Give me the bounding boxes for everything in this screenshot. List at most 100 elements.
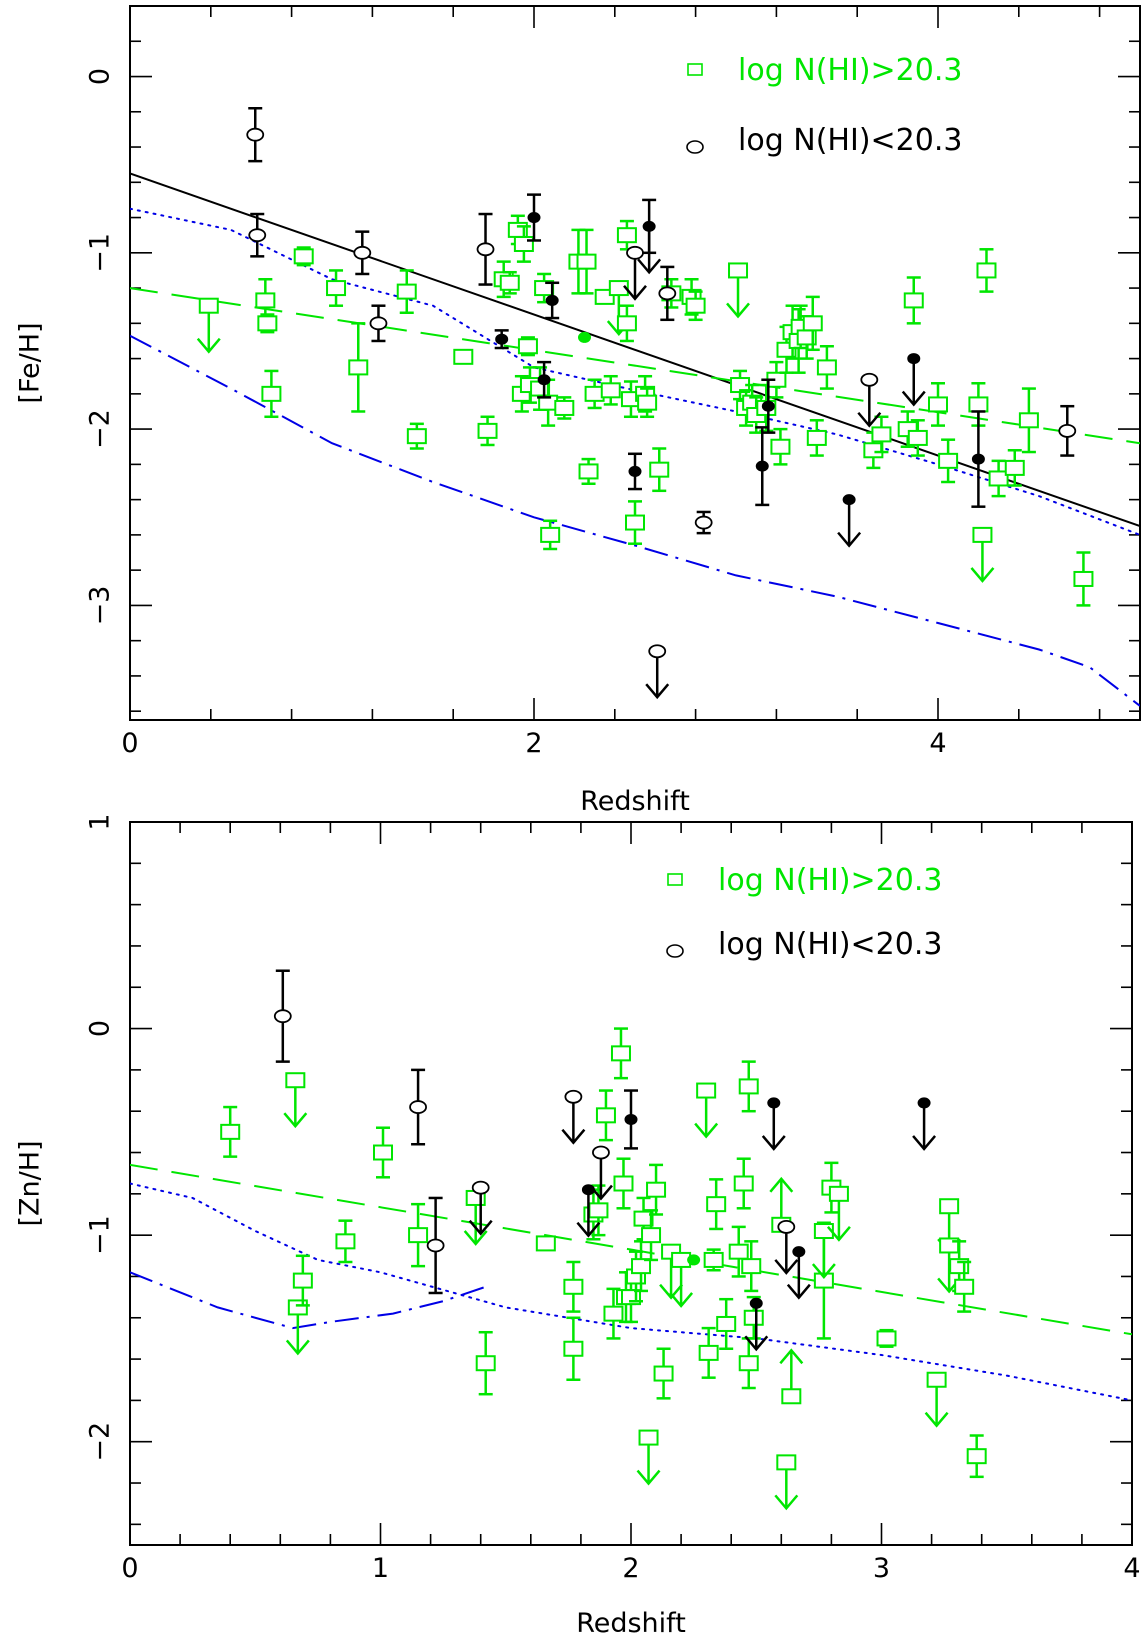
p1-data-point-square [781, 1388, 802, 1405]
p1-data-point-square [703, 1251, 724, 1268]
p1-x-tick-label: 2 [622, 1553, 639, 1584]
p0-data-point-dot [578, 331, 591, 343]
p1-data-point-circle [777, 1219, 796, 1234]
p1-limit-arrow-head [463, 1230, 488, 1246]
p1-data-point-dot [749, 1297, 763, 1309]
p1-data-point-circle [273, 1009, 292, 1024]
p0-data-point-square [988, 470, 1009, 487]
p1-limit-arrow-head [786, 1283, 811, 1300]
p1-limit-arrow-head [774, 1494, 799, 1511]
p1-data-point-square [588, 1202, 609, 1219]
p1-data-point-square [641, 1227, 662, 1244]
p0-data-point-square [477, 422, 498, 439]
p1-limit-arrow-head [779, 1348, 804, 1365]
p1-limit-arrow-head [744, 1335, 769, 1352]
p1-data-point-square [285, 1072, 306, 1089]
p1-limit-arrow-head [774, 1259, 799, 1275]
p1-data-point-square [733, 1175, 754, 1192]
p1-limit-arrow-head [285, 1339, 310, 1356]
p0-data-point-dot [537, 374, 551, 386]
p0-data-point-square [255, 292, 276, 309]
p0-data-point-square [348, 359, 369, 376]
p0-data-point-square [499, 274, 520, 291]
p0-data-point-square [968, 396, 989, 413]
p0-data-point-circle [369, 316, 388, 331]
p1-limit-arrow-head [769, 1176, 794, 1193]
p1-data-point-square [603, 1305, 624, 1322]
p0-data-point-square [406, 428, 427, 445]
p0-data-point-square [257, 315, 278, 332]
p1-data-point-square [373, 1144, 394, 1161]
p1-data-point-square [716, 1315, 737, 1332]
p0-data-point-square [517, 338, 538, 355]
p0-data-point-square [513, 236, 534, 252]
p1-y-tick-label: −2 [85, 1422, 116, 1462]
p0-data-point-square [540, 526, 561, 543]
p1-data-point-square [876, 1330, 897, 1347]
p1-data-point-dot [687, 1254, 701, 1266]
p1-data-point-square [828, 1185, 849, 1202]
fe-h-panel: 0 2 4 0 −1 −2 −3 Redshift [Fe/H] log N(HI)>20.3 lo… [15, 5, 1141, 817]
p1-data-point-square [535, 1235, 556, 1252]
p1-y-tick-label: 0 [85, 1020, 116, 1037]
p0-data-point-square [637, 394, 658, 411]
p1-data-point-dot [792, 1246, 806, 1258]
p1-data-point-square [475, 1355, 496, 1372]
p1-data-point-square [939, 1198, 960, 1215]
p0-data-point-square [938, 452, 959, 469]
p1-limit-arrow-head [811, 1263, 836, 1279]
p0-limit-arrow-head [196, 337, 221, 354]
p1-data-point-dot [624, 1113, 638, 1125]
p1-data-point-square [966, 1448, 987, 1465]
p0-data-point-dot [755, 460, 769, 472]
p0-data-point-circle [694, 515, 713, 530]
p1-data-point-square [631, 1258, 652, 1275]
p0-y-axis-label: [Fe/H] [15, 322, 46, 403]
p1-limit-arrow-head [924, 1411, 949, 1428]
p1-data-point-square [698, 1344, 719, 1361]
p1-data-point-square [646, 1181, 667, 1198]
p0-legend-label-dla: log N(HI)>20.3 [738, 53, 962, 88]
p0-data-point-square [198, 297, 219, 314]
p0-data-point-square [816, 359, 837, 376]
p1-limit-arrow-head [283, 1112, 308, 1129]
p0-data-point-circle [658, 286, 677, 301]
p0-limit-arrow-head [857, 411, 882, 428]
p0-limit-arrow-head [645, 683, 670, 700]
p0-data-point-square [1004, 459, 1025, 476]
p1-dashdot-line [130, 1271, 487, 1330]
p0-x-axis-label: Redshift [580, 786, 690, 817]
p1-x-tick-label: 0 [121, 1553, 138, 1584]
p0-data-point-circle [248, 228, 267, 243]
p0-data-point-circle [648, 644, 667, 659]
p0-legend-label-subdla: log N(HI)<20.3 [738, 123, 962, 158]
p1-data-point-square [292, 1272, 313, 1289]
p0-data-point-dot [842, 494, 856, 506]
p0-data-point-square [576, 253, 597, 270]
p0-data-point-dot [761, 400, 775, 412]
p0-data-point-circle [476, 242, 495, 257]
p1-data-point-square [738, 1078, 759, 1095]
p1-limit-arrow-head [912, 1135, 937, 1151]
p1-data-point-square [220, 1123, 241, 1140]
p0-data-point-square [903, 292, 924, 309]
p1-y-axis-label: [Zn/H] [15, 1140, 46, 1226]
p1-data-point-square [706, 1196, 727, 1213]
p1-limit-arrow-head [694, 1122, 719, 1139]
p1-limit-arrow-head [561, 1128, 586, 1145]
p1-data-point-square [595, 1107, 616, 1124]
p0-data-point-square [685, 297, 706, 314]
p1-data-point-square [335, 1233, 356, 1250]
p0-x-tick-label: 0 [121, 728, 138, 759]
p0-limit-arrow-head [726, 302, 750, 319]
p1-data-point-square [563, 1278, 584, 1295]
p1-data-point-circle [426, 1238, 445, 1253]
p1-limit-arrow-head [669, 1292, 694, 1308]
p0-limit-arrow-head [623, 285, 647, 301]
p1-data-point-square [776, 1454, 797, 1471]
p1-data-point-circle [409, 1100, 427, 1114]
p0-data-point-square [806, 429, 827, 446]
p0-data-point-dot [907, 353, 921, 365]
p1-legend-square-marker [667, 873, 683, 886]
